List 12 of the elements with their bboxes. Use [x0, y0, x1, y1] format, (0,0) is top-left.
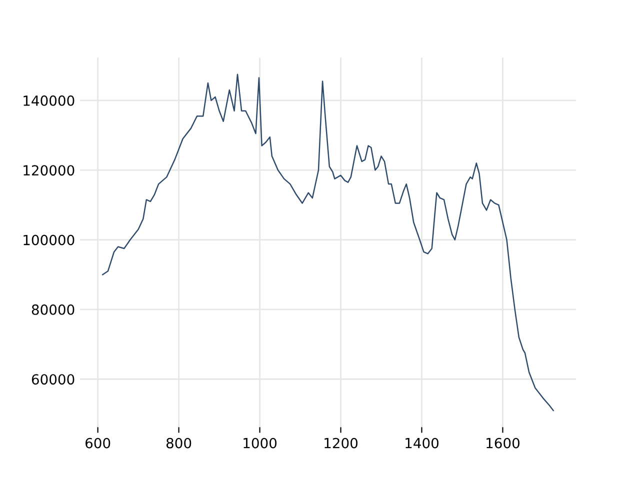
y-tick-label: 80000	[32, 304, 74, 315]
x-tick-label: 800	[166, 438, 192, 448]
x-tick-label: 1000	[244, 438, 277, 448]
x-tick-label: 1600	[486, 438, 520, 448]
x-tick-label: 1200	[324, 438, 358, 448]
y-tick-label: 140000	[24, 95, 74, 106]
x-tick-label: 1400	[406, 438, 438, 448]
y-tick-label: 100000	[24, 234, 74, 246]
y-tick-label: 60000	[32, 374, 74, 385]
x-tick-label: 600	[86, 438, 110, 448]
y-tick-label: 120000	[24, 165, 74, 176]
line-series	[102, 74, 554, 412]
